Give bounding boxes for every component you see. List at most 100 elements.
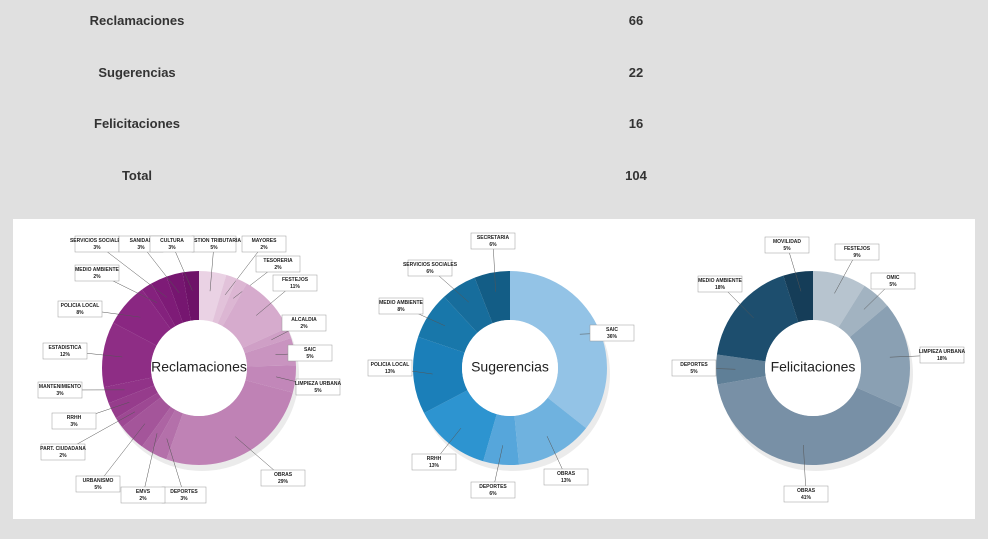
- label-box: [295, 378, 341, 396]
- donut-slice: [217, 278, 247, 327]
- slice-value: 29%: [278, 479, 289, 485]
- donut-slice: [483, 414, 520, 465]
- donut-slice: [113, 289, 171, 346]
- table-row: Sugerencias 22: [0, 65, 988, 85]
- slice-label: POLICIA LOCAL: [371, 362, 410, 368]
- slice-label: SECRETARIA: [477, 235, 510, 241]
- slice-value: 3%: [70, 422, 78, 428]
- label-box: [74, 264, 120, 282]
- donut-slice: [849, 305, 910, 408]
- slice-value: 2%: [59, 453, 67, 459]
- donut-slice: [102, 322, 157, 388]
- slice-value: 6%: [489, 491, 497, 497]
- label-box: [241, 235, 287, 253]
- label-box: [870, 272, 916, 290]
- slice-value: 5%: [210, 245, 218, 251]
- label-box: [57, 300, 103, 318]
- label-box: [367, 359, 413, 377]
- label-box: [75, 475, 121, 493]
- donut-title: Felicitaciones: [771, 359, 856, 375]
- label-box: [919, 346, 965, 364]
- slice-value: 3%: [56, 391, 64, 397]
- donut-title: Sugerencias: [471, 359, 549, 375]
- donut-slice: [245, 365, 296, 393]
- label-box: [149, 235, 195, 253]
- label-box: [40, 443, 86, 461]
- donut-slice: [141, 283, 176, 330]
- slice-value: 12%: [60, 352, 71, 358]
- slice-label: RRHH: [427, 456, 442, 462]
- donut-slice: [182, 271, 199, 321]
- donut-hole: [151, 320, 247, 416]
- donut-slice: [424, 390, 497, 462]
- slice-value: 13%: [429, 463, 440, 469]
- slice-value: 13%: [385, 369, 396, 375]
- slice-value: 5%: [306, 354, 314, 360]
- slice-value: 5%: [690, 369, 698, 375]
- donut-slice: [122, 397, 171, 447]
- donut-slice: [244, 338, 296, 367]
- slice-label: MEDIO AMBIENTE: [75, 267, 119, 273]
- slice-label: SANIDAD: [130, 238, 153, 244]
- slice-label: PART. CIUDADANA: [40, 446, 86, 452]
- slice-label: OMIC: [886, 275, 899, 281]
- label-box: [272, 274, 318, 292]
- slice-value: 3%: [168, 245, 176, 251]
- slice-label: CULTURA: [160, 238, 184, 244]
- label-box: [470, 232, 516, 250]
- row-label: Total: [121, 168, 153, 183]
- label-box: [764, 236, 810, 254]
- label-box: [407, 259, 453, 277]
- donut-hole: [462, 320, 558, 416]
- label-box: [287, 344, 333, 362]
- slice-label: FESTEJOS: [282, 277, 309, 283]
- slice-label: POLICIA LOCAL: [61, 303, 100, 309]
- slice-value: 18%: [937, 356, 948, 362]
- donut-title: Reclamaciones: [151, 359, 247, 375]
- slice-label: MOVILIDAD: [773, 239, 801, 245]
- donut-slice: [151, 276, 183, 327]
- donut-slice: [212, 274, 237, 324]
- label-box: [255, 255, 301, 273]
- slice-label: LIMPIEZA URBANA: [295, 381, 342, 387]
- slice-label: DEPORTES: [170, 489, 198, 495]
- slice-label: ESTADISTICA: [49, 345, 82, 351]
- slice-label: SAIC: [606, 327, 618, 333]
- slice-value: 6%: [426, 269, 434, 275]
- donut-slice: [413, 336, 468, 413]
- slice-label: MEDIO AMBIENTE: [698, 278, 742, 284]
- donut-slice: [514, 397, 587, 465]
- label-box: [697, 275, 743, 293]
- slice-value: 2%: [139, 496, 147, 502]
- slice-label: OBRAS: [274, 472, 293, 478]
- donut-slice: [715, 354, 766, 385]
- slice-label: SERVICIOS SOCIALES: [70, 238, 125, 244]
- donut-slice: [199, 271, 227, 322]
- label-box: [783, 485, 829, 503]
- slice-label: OBRAS: [557, 471, 576, 477]
- slice-label: SERVICIOS SOCIALES: [403, 262, 458, 268]
- label-box: [120, 486, 166, 504]
- slice-label: URBANISMO: [83, 478, 114, 484]
- leader-line: [97, 423, 146, 485]
- leader-line: [492, 240, 496, 292]
- leader-line: [166, 438, 185, 496]
- label-box: [378, 297, 424, 315]
- donut-slice: [115, 392, 161, 428]
- donut-slice: [242, 327, 292, 354]
- row-label: Sugerencias: [98, 65, 176, 80]
- leader-line: [96, 243, 167, 298]
- label-box: [470, 481, 516, 499]
- label-box: [589, 324, 635, 342]
- slice-value: 18%: [715, 285, 726, 291]
- slice-label: LIMPIEZA URBANA: [919, 349, 966, 355]
- slice-value: 8%: [397, 307, 405, 313]
- row-value: 66: [628, 13, 644, 28]
- row-value: 104: [625, 168, 647, 183]
- slice-label: GESTION TRIBUTARIA: [187, 238, 241, 244]
- donut-slice: [222, 283, 288, 349]
- leader-line: [142, 433, 158, 496]
- slice-value: 13%: [561, 478, 572, 484]
- slice-value: 3%: [180, 496, 188, 502]
